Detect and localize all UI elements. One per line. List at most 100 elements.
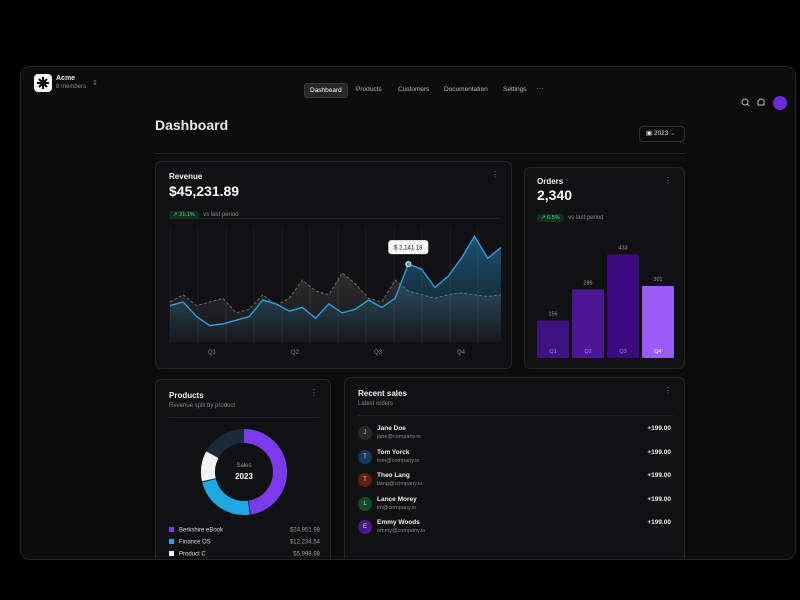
- tooltip: $ 2,141.18: [394, 246, 423, 252]
- legend-swatch: [169, 539, 174, 544]
- change-note: vs last period: [568, 215, 604, 221]
- divider: [358, 415, 673, 416]
- donut-segment: [243, 429, 287, 515]
- card-subtitle: Latest orders: [358, 401, 394, 407]
- logo-icon: [37, 77, 49, 89]
- avatar: L: [358, 496, 372, 511]
- menu[interactable]: ⋮: [664, 176, 672, 185]
- sale-amount: +199.00: [647, 495, 671, 503]
- legend-label: Berkshire eBook: [179, 528, 224, 534]
- card-title: Recent sales: [358, 389, 407, 398]
- card-title: Revenue: [169, 172, 203, 181]
- menu[interactable]: ⋮: [310, 388, 318, 397]
- customer-name: Theo Lang: [377, 472, 410, 479]
- customer-email: lm@company.io: [377, 504, 417, 511]
- legend-value: $24,951.98: [290, 528, 321, 534]
- x-tick-label: Q2: [584, 349, 591, 355]
- bell-icon[interactable]: [757, 98, 765, 106]
- sale-amount: +199.00: [647, 472, 671, 479]
- divider: [169, 218, 500, 219]
- menu[interactable]: ⋮: [664, 386, 672, 395]
- nav-item[interactable]: Customers: [398, 86, 430, 93]
- x-tick-label: Q2: [291, 350, 300, 356]
- search-icon[interactable]: [741, 98, 749, 106]
- divider: [169, 417, 319, 418]
- customer-email: emmy@company.io: [377, 528, 426, 534]
- bar-value-label: 301: [653, 277, 662, 283]
- customer-name: Tom Yorck: [377, 448, 410, 456]
- change-badge: ↗ 6.5%: [537, 214, 564, 222]
- x-tick-label: Q1: [208, 350, 217, 356]
- bar-value-label: 156: [548, 312, 557, 318]
- x-tick-label: Q3: [374, 350, 383, 356]
- menu[interactable]: ⋮: [491, 170, 499, 179]
- customer-email: tom@company.io: [377, 457, 420, 464]
- more-nav[interactable]: ···: [536, 84, 544, 93]
- card-subtitle: Revenue split by product: [169, 403, 236, 409]
- nav-item[interactable]: Products: [356, 86, 382, 93]
- orders-value: 2,340: [537, 187, 573, 203]
- tooltip-point: [405, 261, 412, 268]
- donut-segment: [201, 451, 219, 482]
- change-badge: ↗ 21.1%: [169, 211, 199, 219]
- bar-value-label: 433: [618, 245, 627, 251]
- search-handle: [746, 103, 750, 107]
- customer-name: Emmy Woods: [377, 519, 420, 526]
- sale-amount: +199.00: [647, 519, 671, 526]
- nav-item[interactable]: Dashboard: [304, 83, 348, 98]
- bar: [537, 320, 569, 358]
- change-row: ↗ 6.5% vs last period: [537, 206, 604, 224]
- customer-email: tlang@company.io: [377, 481, 423, 487]
- legend-value: $5,998.98: [293, 552, 320, 558]
- brand: Acme: [56, 75, 76, 82]
- avatar: T: [358, 473, 372, 487]
- sales-card: Recent sales Latest orders ⋮ J Jane Doe ja…: [344, 377, 685, 559]
- revenue-card: Revenue $45,231.89 ↗ 21.1% vs last perio…: [155, 161, 512, 369]
- donut-segment: [202, 478, 250, 515]
- change: 21.1%: [179, 212, 195, 218]
- page-title: Dashboard: [155, 117, 229, 133]
- year-picker[interactable]: ▣ 2023 ⌄: [639, 126, 685, 142]
- customer-email: jane@company.io: [377, 434, 421, 440]
- divider: [155, 153, 685, 154]
- switcher[interactable]: ⇕: [92, 80, 98, 87]
- donut-value: 2023: [235, 472, 253, 481]
- legend-value: $12,234.54: [290, 540, 321, 546]
- change: 6.5%: [547, 215, 560, 221]
- x-tick-label: Q3: [619, 349, 626, 355]
- legend-swatch: [169, 527, 174, 532]
- x-tick-label: Q1: [549, 349, 556, 355]
- customer-name: Jane Doe: [377, 425, 406, 432]
- avatar: J: [358, 426, 372, 440]
- area: [170, 236, 501, 342]
- logo[interactable]: [34, 74, 52, 92]
- app-window: Acme 8 members ⇕ Dashboard Products Custom…: [20, 66, 796, 560]
- bar-value-label: 286: [583, 281, 592, 287]
- nav-item[interactable]: Settings: [503, 86, 527, 93]
- nav-item[interactable]: Documentation: [444, 86, 488, 93]
- avatar: E: [358, 520, 372, 534]
- avatar[interactable]: [773, 96, 787, 110]
- card-title: Orders: [537, 177, 564, 186]
- line: [169, 235, 502, 327]
- donut-label: Sales: [236, 463, 251, 469]
- avatar: T: [358, 449, 372, 464]
- sale-amount: +199.00: [647, 448, 671, 456]
- customer-name: Lance Morey: [377, 495, 417, 503]
- bar: [607, 254, 639, 358]
- products-chart: Berkshire eBook $24,951.98 Finance OS $12,2…: [169, 429, 321, 558]
- products-card: Products Revenue split by product ⋮ Berk…: [155, 379, 331, 559]
- bar: [572, 289, 604, 358]
- revenue-value: $45,231.89: [169, 183, 240, 199]
- bar: [642, 285, 674, 358]
- x-tick-label: Q4: [457, 350, 466, 356]
- header-icons: [741, 96, 787, 110]
- change-note: vs last period: [203, 212, 239, 218]
- x-tick-label: Q4: [654, 349, 661, 355]
- legend-label: Finance OS: [179, 540, 211, 546]
- legend-label: Product C: [179, 552, 206, 558]
- change-row: ↗ 21.1% vs last period: [169, 203, 239, 221]
- year: 2023: [653, 130, 669, 137]
- revenue-chart: Q1 Q2 Q3 Q4 $ 2,141.18: [169, 228, 502, 356]
